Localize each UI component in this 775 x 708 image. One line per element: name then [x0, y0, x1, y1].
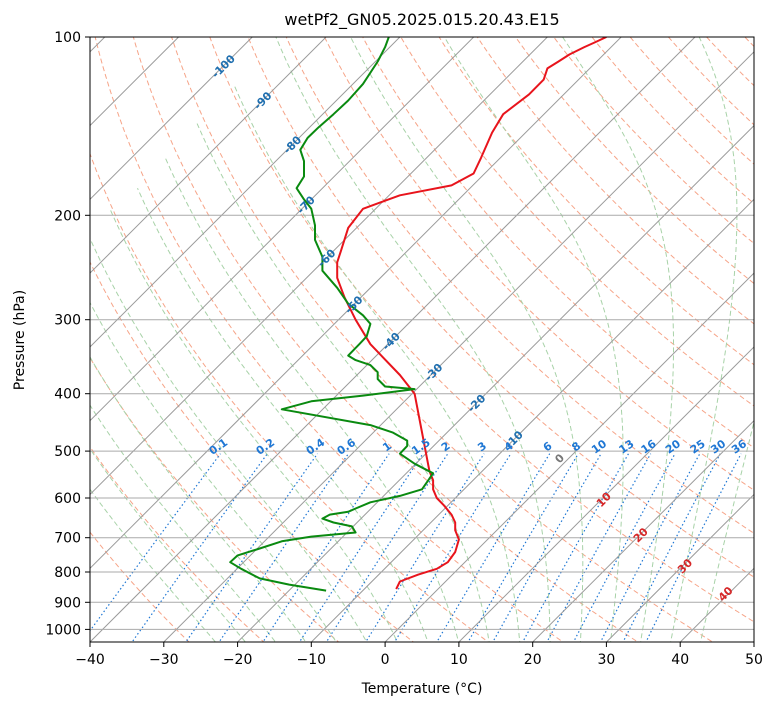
x-tick-label: −30 [149, 652, 179, 668]
profile-series [229, 37, 607, 592]
mixing-ratio-line [185, 453, 318, 642]
isotherm-line [90, 37, 549, 496]
dry-adiabat-line [132, 37, 639, 642]
isotherm-line [531, 419, 754, 642]
mixing-ratio-line [645, 453, 742, 642]
mixing-ratio-line [90, 453, 221, 632]
isotherms [90, 37, 754, 642]
moist-adiabat-line [109, 208, 398, 642]
x-tick-label: 50 [745, 652, 763, 668]
x-tick-label: 30 [597, 652, 615, 668]
moist-adiabat-line [90, 448, 247, 642]
x-tick-label: 0 [381, 652, 390, 668]
x-tick-label: 20 [524, 652, 542, 668]
dry-adiabat-line [400, 37, 754, 407]
mixing-ratio-line [436, 453, 551, 642]
moist-adiabat-line [90, 301, 337, 642]
y-tick-label: 700 [54, 531, 81, 547]
isotherm-line [90, 37, 622, 569]
y-axis-label: Pressure (hPa) [12, 290, 28, 390]
isotherm-line [310, 198, 754, 642]
moist-adiabats [90, 37, 754, 642]
isotherm-line [458, 346, 754, 642]
y-tick-label: 1000 [45, 622, 81, 638]
dry-adiabat-line [90, 356, 340, 642]
dry-adiabat-line [90, 152, 490, 642]
dry-adiabats [90, 24, 775, 654]
moist-adiabat-line [670, 37, 738, 642]
moist-adiabat-line [164, 157, 460, 642]
moist-adiabat-line [90, 488, 217, 642]
mixing-ratio-line [262, 453, 390, 642]
x-axis: −40 −30 −20 −10 0 10 20 30 40 50 [75, 642, 763, 668]
moist-adiabat-line [90, 356, 307, 642]
x-tick-label: −40 [75, 652, 105, 668]
chart-title: wetPf2_GN05.2025.015.20.43.E15 [284, 10, 560, 29]
x-tick-label: −10 [297, 652, 327, 668]
y-tick-label: 100 [54, 30, 81, 46]
isotherm-line [90, 37, 254, 201]
moist-adiabat-line [562, 37, 674, 642]
isotherm-line [90, 37, 696, 642]
dry-adiabat-line [285, 37, 754, 534]
y-tick-label: 900 [54, 595, 81, 611]
mixing-ratio-line [218, 453, 349, 642]
mixing-ratio-line [393, 453, 512, 642]
isotherm-line [605, 493, 754, 642]
pressure-gridlines [90, 37, 754, 630]
x-axis-label: Temperature (°C) [361, 681, 483, 697]
isotherm-line [236, 124, 754, 642]
mixing-ratio-line [572, 453, 676, 642]
moist-adiabat-line [90, 404, 277, 642]
y-tick-label: 500 [54, 444, 81, 460]
y-tick-label: 300 [54, 313, 81, 329]
dry-adiabat-line [171, 37, 714, 642]
y-tick-label: 400 [54, 387, 81, 403]
isotherm-line [90, 37, 401, 348]
mixing-ratio-line [492, 453, 602, 642]
plot-frame [89, 36, 755, 643]
y-tick-label: 600 [54, 491, 81, 507]
dry-adiabat-line [591, 37, 754, 205]
mixing-ratio-line [622, 453, 721, 642]
dewpoint-line [229, 37, 435, 592]
y-axis: 100 200 300 400 500 600 700 800 900 1000 [45, 30, 90, 638]
plot-area [90, 37, 754, 642]
dry-adiabat-line [94, 37, 564, 642]
mixing-ratio-line [599, 453, 701, 642]
isotherm-line [384, 272, 754, 642]
y-tick-label: 200 [54, 208, 81, 224]
dry-adiabat-line [247, 37, 754, 578]
x-tick-label: 10 [450, 652, 468, 668]
x-tick-label: 40 [671, 652, 689, 668]
y-tick-label: 800 [54, 565, 81, 581]
mixing-ratio-line [467, 453, 579, 642]
isotherm-line [90, 37, 475, 422]
mixing-ratio-line [365, 453, 485, 642]
isotherm-line [90, 37, 327, 274]
dry-adiabat-line [770, 24, 775, 654]
mixing-ratio-lines [90, 453, 742, 642]
dry-adiabat-line [209, 37, 754, 623]
dry-adiabat-line [90, 260, 415, 642]
moist-adiabat-line [233, 83, 521, 642]
moist-adiabat-line [137, 187, 429, 642]
dry-adiabat-line [514, 37, 754, 285]
x-tick-label: −20 [223, 652, 253, 668]
moist-adiabat-line [90, 237, 368, 642]
mixing-ratio-line [131, 453, 268, 642]
dry-adiabat-line [323, 37, 754, 491]
